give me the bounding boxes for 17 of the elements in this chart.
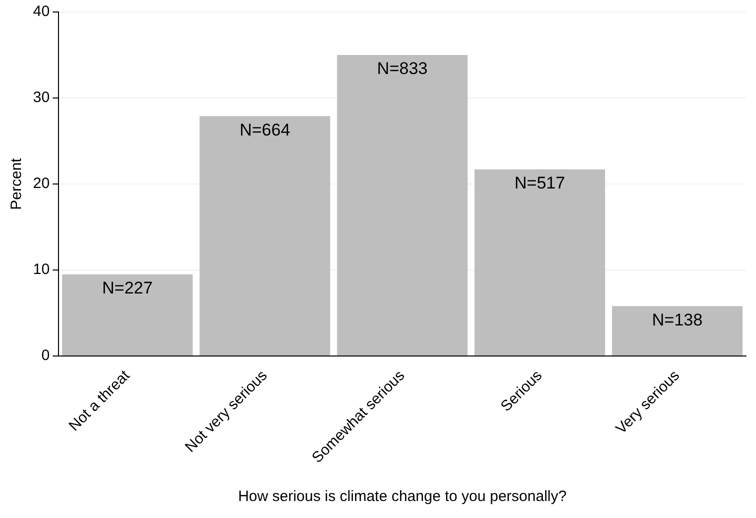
bar <box>612 306 743 356</box>
bar <box>62 274 193 356</box>
annotation: N=227 <box>102 278 153 298</box>
y-tick-label: 40 <box>32 3 50 20</box>
bar <box>337 55 468 356</box>
bar <box>474 169 606 356</box>
annotation: N=664 <box>240 120 290 140</box>
bar <box>200 116 330 356</box>
y-axis-title: Percent <box>8 157 26 210</box>
annotation: N=833 <box>377 59 428 78</box>
x-axis-title: How serious is climate change to you personally? <box>238 488 567 506</box>
annotation: N=517 <box>514 174 566 193</box>
y-tick-label: 30 <box>32 89 50 106</box>
y-tick-label: 20 <box>32 175 50 192</box>
y-tick-label: 0 <box>41 347 50 364</box>
annotation: N=138 <box>652 310 703 330</box>
y-tick-label: 10 <box>32 261 50 278</box>
